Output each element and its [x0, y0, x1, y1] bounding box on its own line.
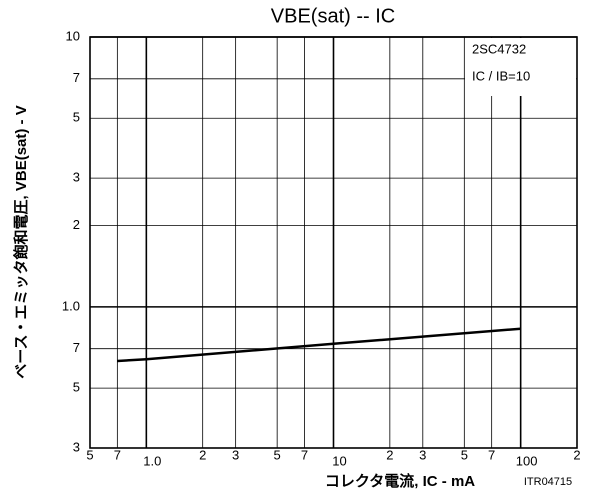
y-tick-label: 2 — [73, 217, 80, 232]
x-tick-label: 3 — [419, 447, 426, 462]
x-tick-label: 2 — [386, 447, 393, 462]
annotation: 2SC4732 — [472, 41, 526, 56]
x-tick-label: 2 — [199, 447, 206, 462]
x-tick-label: 7 — [114, 447, 121, 462]
y-tick-label: 7 — [73, 340, 80, 355]
x-tick-label: 7 — [301, 447, 308, 462]
y-tick-label: 7 — [73, 70, 80, 85]
y-tick-label: 10 — [66, 28, 80, 43]
x-tick-label: 5 — [461, 447, 468, 462]
figure-id: ITR04715 — [524, 476, 572, 488]
y-tick-label: 3 — [73, 170, 80, 185]
x-tick-label: 5 — [274, 447, 281, 462]
legend-box — [465, 38, 576, 96]
x-tick-label: 100 — [516, 453, 538, 468]
chart-title: VBE(sat) -- IC — [271, 5, 395, 27]
x-tick-label: 7 — [488, 447, 495, 462]
x-tick-label: 10 — [332, 453, 346, 468]
x-tick-label: 5 — [86, 447, 93, 462]
y-axis-label: ベース・エミッタ飽和電圧, VBE(sat) - V — [12, 105, 30, 378]
plot-frame — [89, 36, 578, 449]
annotation: IC / IB=10 — [472, 68, 530, 83]
y-tick-label: 1.0 — [62, 298, 80, 313]
x-tick-label: 1.0 — [143, 453, 161, 468]
data-line — [117, 327, 521, 363]
x-tick-label: 2 — [573, 447, 580, 462]
x-axis-label: コレクタ電流, IC - mA — [325, 472, 475, 490]
x-tick-label: 3 — [232, 447, 239, 462]
y-tick-label: 5 — [73, 380, 80, 395]
y-tick-label: 3 — [73, 439, 80, 454]
y-tick-label: 5 — [73, 110, 80, 125]
